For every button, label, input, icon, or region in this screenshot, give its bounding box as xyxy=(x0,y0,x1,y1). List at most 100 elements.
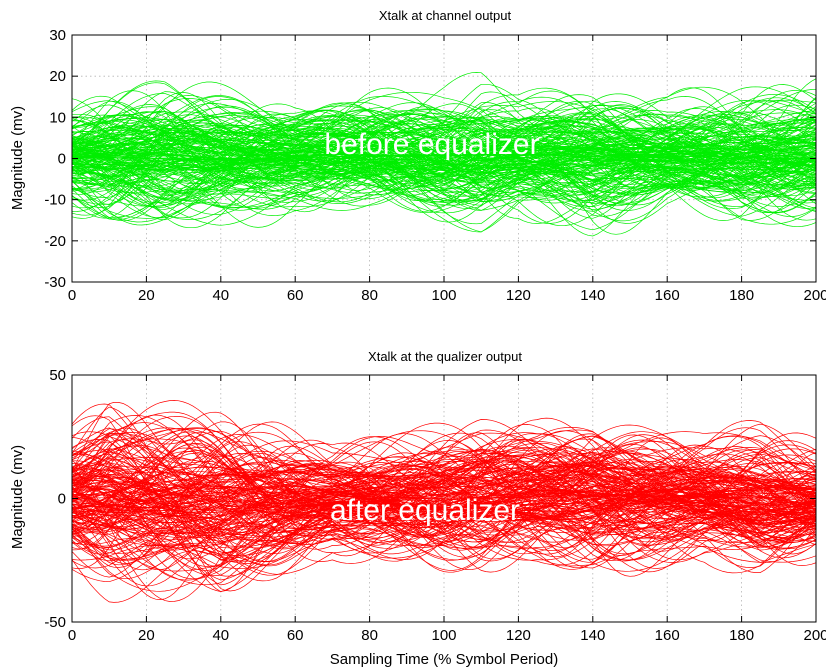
trace-line xyxy=(72,446,816,569)
chart-xtalk-channel-output: Xtalk at channel output Magnitude (mv) 0… xyxy=(9,8,826,304)
trace-line xyxy=(72,118,816,201)
x-tick-label: 40 xyxy=(212,287,229,304)
y-tick-label: 20 xyxy=(49,68,66,85)
trace-line xyxy=(72,439,816,536)
x-tick-label: 180 xyxy=(729,287,754,304)
trace-line xyxy=(72,120,816,212)
x-tick-label: 120 xyxy=(506,627,531,644)
trace-line xyxy=(72,465,816,526)
trace-line xyxy=(72,464,816,539)
trace-line xyxy=(72,113,816,206)
trace-line xyxy=(72,416,816,570)
y-tick-label: 50 xyxy=(49,367,66,384)
trace-line xyxy=(72,107,816,229)
trace-line xyxy=(72,464,816,530)
y-tick-label: 10 xyxy=(49,109,66,126)
trace-line xyxy=(72,452,816,562)
trace-line xyxy=(72,467,816,529)
trace-line xyxy=(72,129,816,193)
trace-line xyxy=(72,132,816,180)
trace-line xyxy=(72,134,816,182)
trace-line xyxy=(72,474,816,541)
trace-line xyxy=(72,115,816,202)
trace-line xyxy=(72,444,816,573)
trace-line xyxy=(72,108,816,181)
x-tick-label: 100 xyxy=(431,627,456,644)
trace-line xyxy=(72,131,816,192)
trace-line xyxy=(72,113,816,211)
x-tick-label: 160 xyxy=(655,287,680,304)
x-tick-label: 160 xyxy=(655,627,680,644)
trace-line xyxy=(72,116,816,211)
y-tick-label: 0 xyxy=(58,491,66,508)
chart-title: Xtalk at channel output xyxy=(379,8,512,23)
trace-line xyxy=(72,452,816,544)
trace-series xyxy=(72,72,816,237)
trace-line xyxy=(72,430,816,547)
trace-line xyxy=(72,441,816,569)
grid-lines xyxy=(72,375,816,622)
grid-lines xyxy=(72,35,816,282)
trace-line xyxy=(72,467,816,548)
trace-line xyxy=(72,445,816,549)
trace-line xyxy=(72,451,816,567)
chart-title: Xtalk at the qualizer output xyxy=(368,349,522,364)
trace-line xyxy=(72,453,816,541)
trace-line xyxy=(72,125,816,180)
y-tick-label: -10 xyxy=(44,192,66,209)
trace-line xyxy=(72,471,816,540)
trace-line xyxy=(72,102,816,201)
trace-line xyxy=(72,428,816,567)
trace-line xyxy=(72,432,816,560)
trace-series xyxy=(72,400,816,603)
y-tick-label: -30 xyxy=(44,274,66,291)
trace-line xyxy=(72,427,816,559)
trace-line xyxy=(72,127,816,196)
trace-line xyxy=(72,459,816,519)
x-tick-label: 60 xyxy=(287,627,304,644)
trace-line xyxy=(72,457,816,568)
trace-line xyxy=(72,90,816,226)
x-tick-label: 80 xyxy=(361,287,378,304)
chart-xtalk-equalizer-output: Xtalk at the qualizer output Magnitude (… xyxy=(9,349,826,668)
trace-line xyxy=(72,110,816,215)
trace-line xyxy=(72,458,816,542)
x-tick-label: 140 xyxy=(580,287,605,304)
trace-line xyxy=(72,465,816,546)
trace-line xyxy=(72,113,816,186)
trace-line xyxy=(72,123,816,195)
trace-line xyxy=(72,474,816,522)
trace-line xyxy=(72,433,816,548)
trace-line xyxy=(72,81,816,225)
trace-line xyxy=(72,93,816,210)
trace-line xyxy=(72,406,816,569)
trace-line xyxy=(72,124,816,179)
x-tick-label: 100 xyxy=(431,287,456,304)
annotation-label: after equalizer xyxy=(330,494,520,527)
trace-line xyxy=(72,440,816,567)
y-tick-label: 30 xyxy=(49,27,66,44)
trace-line xyxy=(72,461,816,545)
trace-line xyxy=(72,138,816,172)
trace-line xyxy=(72,135,816,184)
trace-line xyxy=(72,463,816,539)
trace-line xyxy=(72,120,816,182)
trace-line xyxy=(72,117,816,209)
trace-line xyxy=(72,467,816,542)
x-tick-label: 200 xyxy=(803,287,826,304)
x-tick-label: 80 xyxy=(361,627,378,644)
trace-line xyxy=(72,100,816,198)
trace-line xyxy=(72,100,816,199)
y-tick-label: -50 xyxy=(44,614,66,631)
trace-line xyxy=(72,432,816,592)
x-tick-label: 40 xyxy=(212,627,229,644)
x-tick-label: 0 xyxy=(68,287,76,304)
x-tick-label: 0 xyxy=(68,627,76,644)
trace-line xyxy=(72,451,816,539)
x-tick-label: 180 xyxy=(729,627,754,644)
y-tick-label: 0 xyxy=(58,151,66,168)
trace-line xyxy=(72,435,816,569)
x-tick-label: 140 xyxy=(580,627,605,644)
trace-line xyxy=(72,111,816,187)
